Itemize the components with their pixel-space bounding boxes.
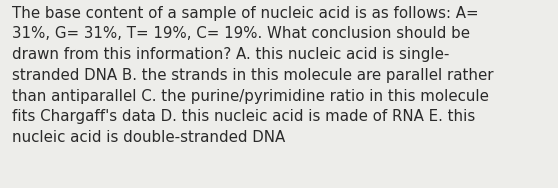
Text: The base content of a sample of nucleic acid is as follows: A=
31%, G= 31%, T= 1: The base content of a sample of nucleic … bbox=[12, 6, 494, 145]
